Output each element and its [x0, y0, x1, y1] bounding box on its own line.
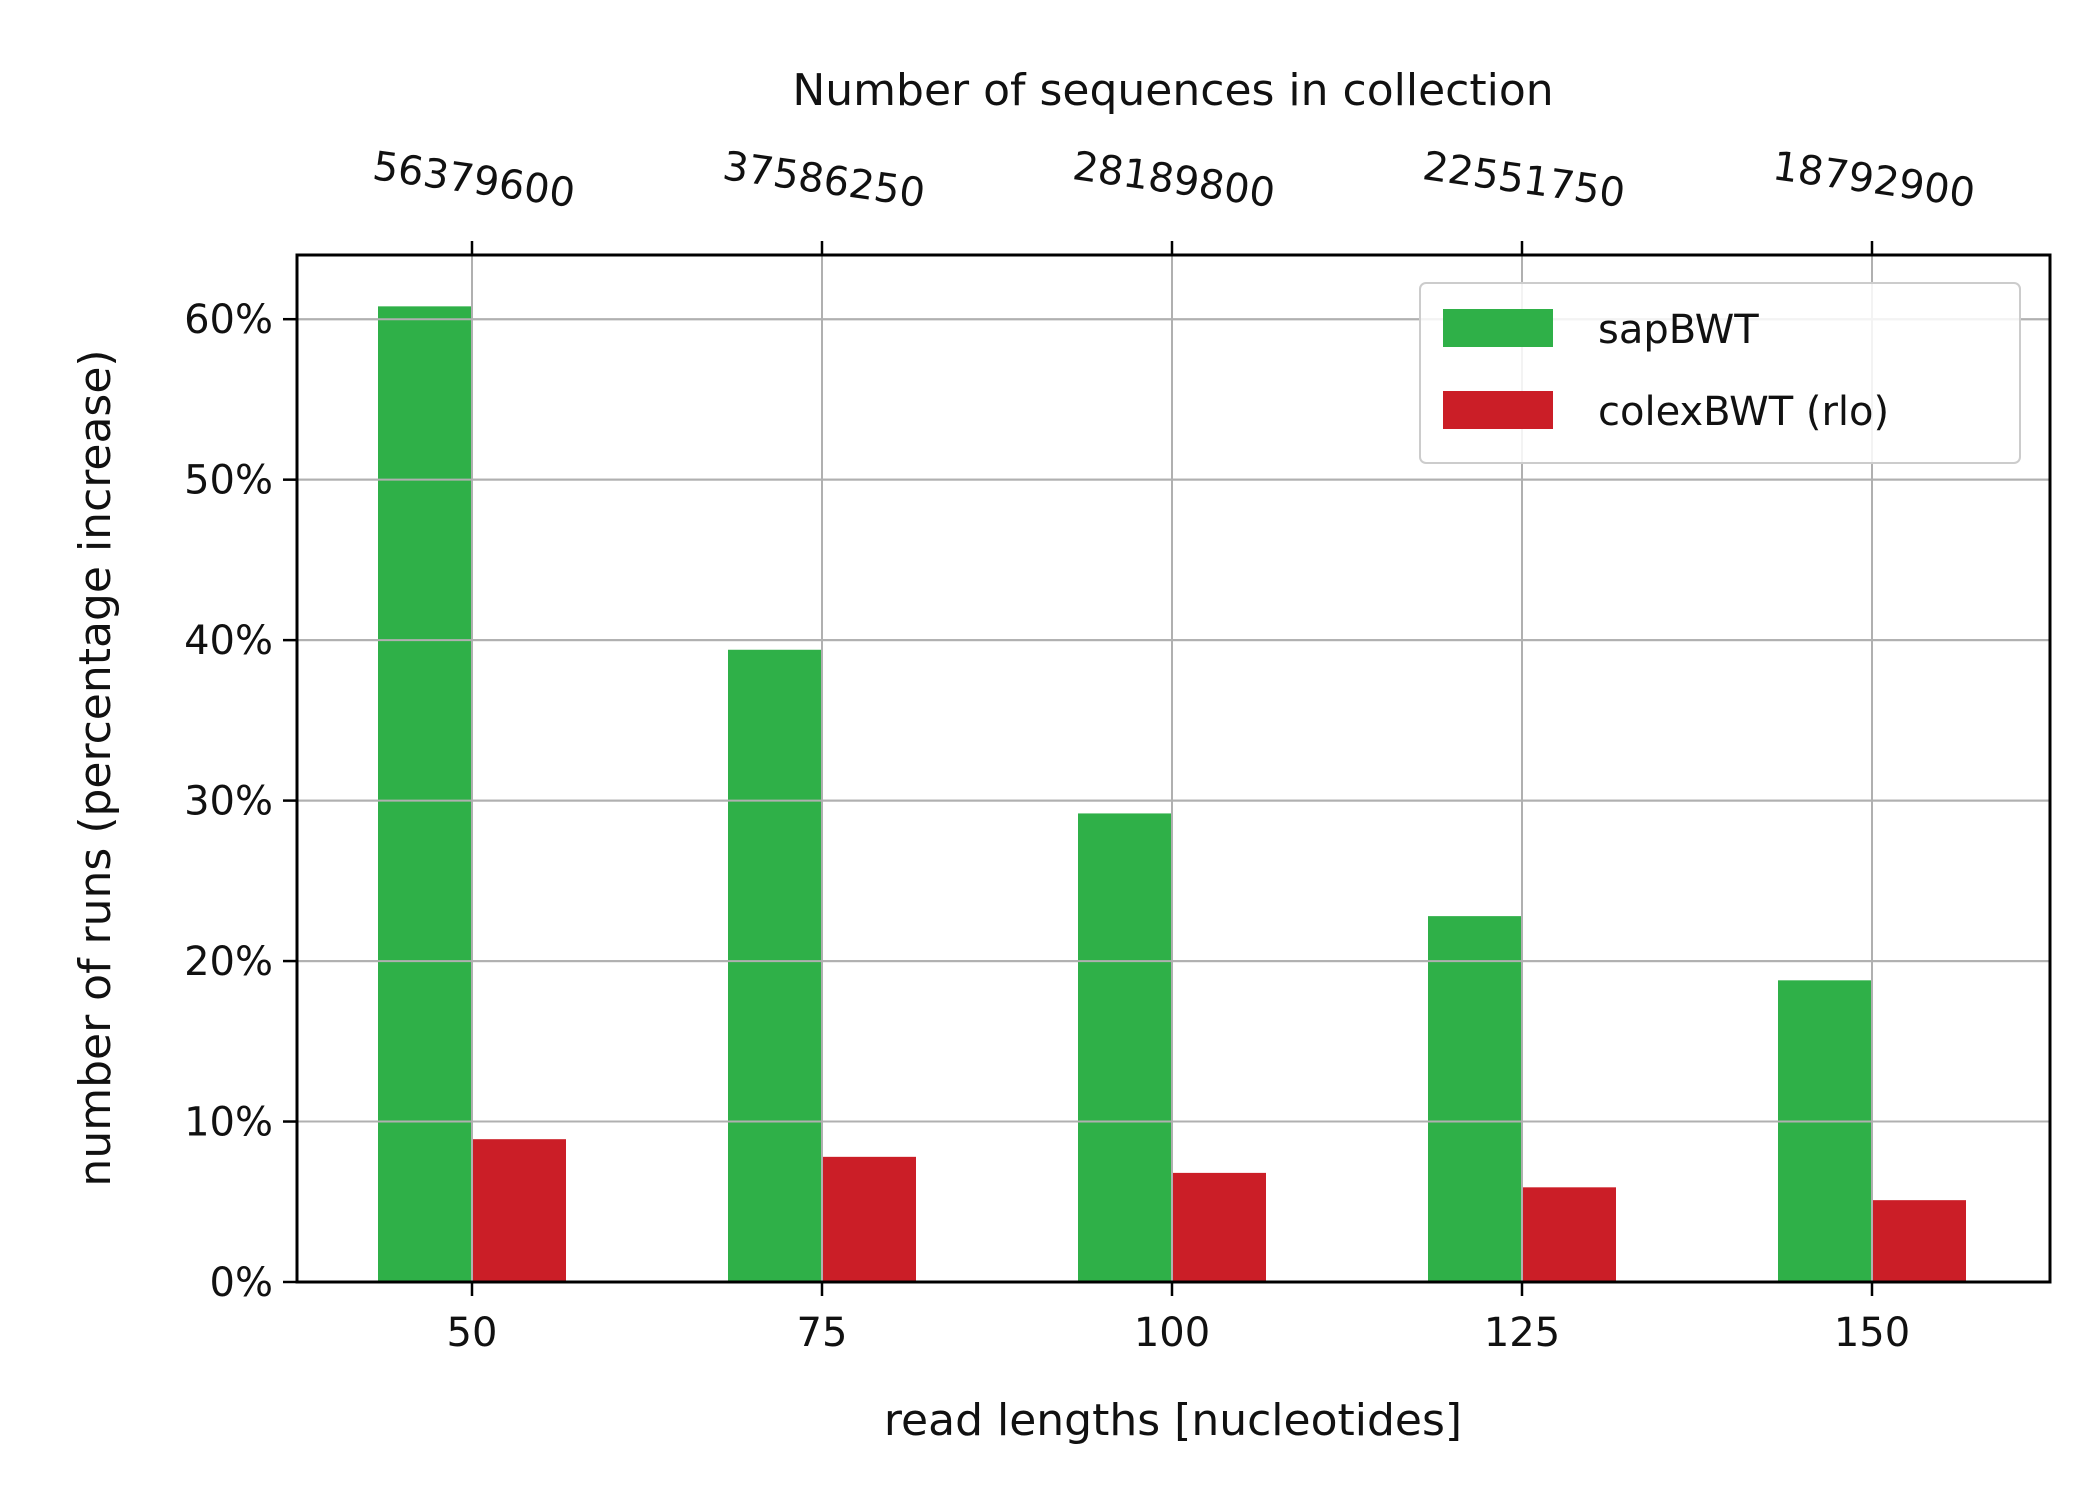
- y-tick-label: 20%: [184, 939, 273, 985]
- bars: [378, 306, 1966, 1283]
- legend-label-colexbwt: colexBWT (rlo): [1598, 389, 1889, 435]
- legend: sapBWT colexBWT (rlo): [1419, 282, 2021, 464]
- legend-label-sapbwt: sapBWT: [1598, 307, 1759, 353]
- bar-colexbwt-rlo: [1172, 1172, 1266, 1282]
- legend-box: [1419, 282, 2021, 464]
- legend-swatch-sapbwt: [1443, 309, 1553, 347]
- top-tick-label: 56379600: [370, 143, 578, 217]
- y-tick-label: 0%: [210, 1260, 273, 1306]
- bar-sapbwt: [378, 306, 472, 1283]
- bar-colexbwt-rlo: [472, 1139, 566, 1282]
- top-tick-label: 22551750: [1420, 143, 1628, 217]
- x-tick-label: 75: [797, 1310, 848, 1356]
- bar-colexbwt-rlo: [822, 1156, 916, 1282]
- x-tick-label: 50: [447, 1310, 498, 1356]
- bar-sapbwt: [1778, 980, 1872, 1282]
- top-tick-label: 18792900: [1770, 143, 1978, 217]
- x-tick-label: 125: [1484, 1310, 1560, 1356]
- bar-sapbwt: [1428, 916, 1522, 1282]
- y-tick-label: 40%: [184, 618, 273, 664]
- y-tick-label: 10%: [184, 1100, 273, 1146]
- y-tick-label: 50%: [184, 458, 273, 504]
- y-tick-label: 60%: [184, 297, 273, 343]
- y-axis-label: number of runs (percentage increase): [70, 349, 121, 1186]
- x-tick-label: 150: [1834, 1310, 1910, 1356]
- top-tick-label: 28189800: [1070, 143, 1278, 217]
- x-tick-label: 100: [1134, 1310, 1210, 1356]
- plot-frame: [295, 253, 2052, 1284]
- x-axis-label: read lengths [nucleotides]: [884, 1395, 1462, 1446]
- bar-sapbwt: [1078, 813, 1172, 1282]
- bar-colexbwt-rlo: [1522, 1187, 1616, 1282]
- y-tick-label: 30%: [184, 779, 273, 825]
- legend-swatch-colexbwt: [1443, 391, 1553, 429]
- bar-colexbwt-rlo: [1872, 1200, 1966, 1282]
- bar-sapbwt: [728, 649, 822, 1282]
- top-axis-label: Number of sequences in collection: [792, 65, 1553, 116]
- top-tick-label: 37586250: [720, 143, 928, 217]
